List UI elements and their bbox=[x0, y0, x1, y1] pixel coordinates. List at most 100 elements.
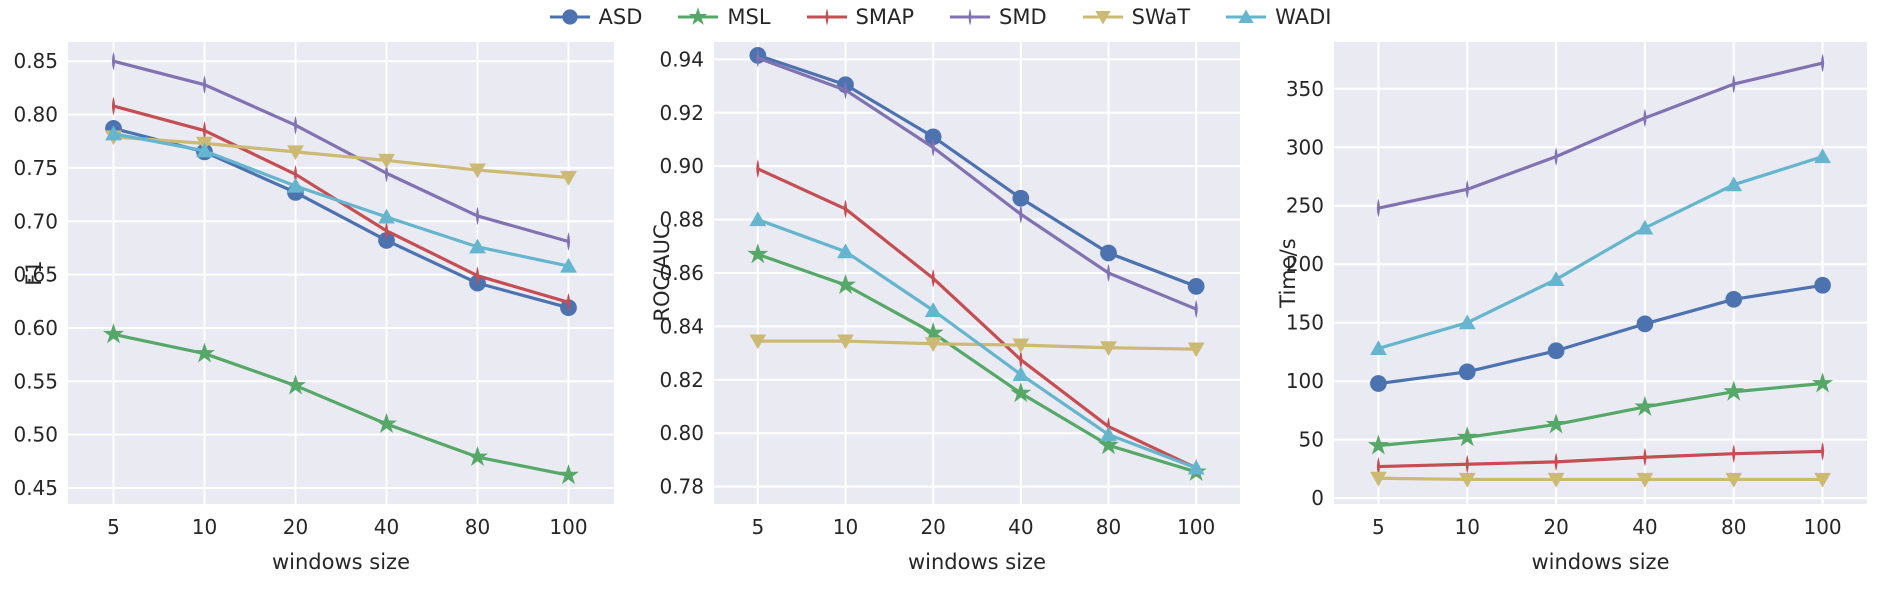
legend-item-msl[interactable]: MSL bbox=[676, 6, 771, 28]
legend-item-wadi[interactable]: WADI bbox=[1224, 6, 1331, 28]
y-tick-label: 50 bbox=[1299, 428, 1324, 452]
data-point-smd bbox=[1194, 299, 1198, 319]
data-point-swat bbox=[1725, 472, 1743, 488]
y-tick-label: 200 bbox=[1286, 252, 1324, 276]
y-tick-label: 0.60 bbox=[13, 316, 58, 340]
legend-item-smap[interactable]: SMAP bbox=[805, 6, 914, 28]
x-tick-label: 100 bbox=[1803, 515, 1841, 539]
data-point-smap bbox=[1554, 452, 1558, 472]
data-point-smd bbox=[567, 232, 570, 251]
x-tick-label: 5 bbox=[1372, 515, 1385, 539]
x-tick-label: 20 bbox=[1543, 515, 1568, 539]
y-tick-label: 250 bbox=[1286, 194, 1324, 218]
y-tick-label: 0.88 bbox=[659, 208, 704, 232]
y-tick-label: 0.84 bbox=[659, 314, 704, 338]
data-point-smd bbox=[1643, 108, 1647, 128]
y-tick-label: 100 bbox=[1286, 369, 1324, 393]
data-point-smd bbox=[294, 115, 297, 135]
data-point-wadi bbox=[1100, 426, 1117, 442]
data-point-wadi bbox=[924, 302, 942, 317]
data-point-smd bbox=[1732, 74, 1736, 94]
x-axis-label: windows size bbox=[271, 550, 410, 574]
data-point-smd bbox=[1821, 53, 1825, 73]
y-tick-label: 0.75 bbox=[13, 156, 58, 180]
legend: ASD MSL SMAP SMD SWaT WADI bbox=[0, 0, 1879, 34]
data-point-msl bbox=[747, 243, 769, 264]
data-point-msl bbox=[1456, 426, 1478, 447]
x-tick-label: 10 bbox=[1455, 515, 1480, 539]
legend-item-smd[interactable]: SMD bbox=[948, 6, 1047, 28]
data-point-msl bbox=[834, 273, 857, 294]
data-point-msl bbox=[1545, 413, 1567, 434]
data-point-asd bbox=[1547, 342, 1565, 360]
data-point-msl bbox=[193, 342, 216, 363]
y-tick-label: 0.55 bbox=[13, 369, 58, 393]
data-point-wadi bbox=[105, 125, 122, 141]
data-point-smd bbox=[1376, 198, 1380, 218]
y-tick-label: 0.78 bbox=[659, 475, 704, 499]
data-point-swat bbox=[837, 334, 854, 350]
chart-panel-roc: 0.78 0.80 0.82 0.84 0.86 0.88 0.90 0.92 0.94 5 10 2… bbox=[626, 34, 1252, 590]
data-point-swat bbox=[469, 163, 486, 179]
data-point-smap bbox=[844, 199, 847, 219]
data-point-swat bbox=[1100, 341, 1117, 356]
legend-item-asd[interactable]: ASD bbox=[548, 4, 643, 29]
legend-swatch-circle-icon bbox=[549, 9, 590, 25]
x-axis-label: windows size bbox=[1531, 550, 1670, 574]
y-tick-label: 0.80 bbox=[13, 103, 58, 127]
data-point-swat bbox=[378, 153, 395, 169]
roc-panel-svg: 0.78 0.80 0.82 0.84 0.86 0.88 0.90 0.92 0.94 5 10 2… bbox=[659, 42, 1240, 539]
series-line-smap bbox=[756, 167, 1198, 470]
y-tick-label: 0.94 bbox=[659, 47, 704, 71]
data-point-swat bbox=[1814, 472, 1831, 488]
data-point-smd bbox=[203, 75, 206, 95]
x-tick-label: 80 bbox=[465, 515, 490, 539]
y-tick-label: 0.45 bbox=[13, 476, 58, 500]
data-point-smap bbox=[294, 164, 297, 184]
y-tick-label: 0 bbox=[1311, 486, 1324, 510]
legend-label: SMD bbox=[999, 4, 1047, 29]
series-line-wadi bbox=[1376, 155, 1825, 351]
series-line-swat bbox=[756, 339, 1198, 351]
x-tick-label: 10 bbox=[192, 515, 217, 539]
legend-swatch-diamond-icon bbox=[806, 8, 847, 26]
plot-background bbox=[1334, 42, 1867, 504]
data-point-smd bbox=[756, 48, 760, 68]
data-point-wadi bbox=[1012, 366, 1030, 382]
data-point-wadi bbox=[749, 211, 767, 227]
legend-item-swat[interactable]: SWaT bbox=[1081, 6, 1190, 28]
data-point-msl bbox=[922, 322, 944, 343]
data-point-asd bbox=[1725, 290, 1743, 308]
x-tick-label: 5 bbox=[751, 515, 764, 539]
y-tick-label: 0.92 bbox=[659, 101, 704, 125]
legend-label: ASD bbox=[598, 4, 643, 29]
data-point-msl bbox=[375, 412, 398, 433]
legend-marker-triangle-down-icon bbox=[1095, 11, 1111, 25]
data-point-wadi bbox=[1814, 148, 1831, 164]
data-point-asd bbox=[1012, 189, 1030, 207]
legend-label: WADI bbox=[1275, 4, 1332, 29]
legend-swatch-diamond-icon bbox=[950, 8, 991, 26]
data-point-msl bbox=[1723, 380, 1745, 401]
data-point-swat bbox=[1636, 472, 1654, 488]
data-point-wadi bbox=[1187, 459, 1205, 475]
data-point-smap bbox=[112, 96, 115, 116]
data-point-smap bbox=[1821, 441, 1825, 461]
data-point-smd bbox=[385, 163, 388, 183]
data-point-smap bbox=[203, 121, 206, 140]
data-point-smd bbox=[931, 138, 935, 157]
y-tick-label: 0.70 bbox=[13, 209, 58, 233]
x-tick-label: 10 bbox=[833, 515, 858, 539]
legend-label: SMAP bbox=[855, 4, 915, 29]
y-axis-label: F1 bbox=[22, 260, 46, 286]
series-line-swat bbox=[111, 135, 571, 180]
data-point-asd bbox=[924, 128, 942, 146]
legend-swatch-triangle-up-icon bbox=[1226, 9, 1267, 23]
x-tick-label: 100 bbox=[549, 515, 587, 539]
x-tick-label: 100 bbox=[1177, 515, 1215, 539]
legend-marker-circle-icon bbox=[561, 9, 578, 25]
data-point-msl bbox=[466, 446, 489, 466]
data-point-msl bbox=[557, 464, 580, 485]
chart-panel-time: 0 50 100 150 200 250 300 350 5 10 20 40 80 100 windows… bbox=[1252, 34, 1879, 590]
data-point-smap bbox=[1732, 444, 1736, 464]
